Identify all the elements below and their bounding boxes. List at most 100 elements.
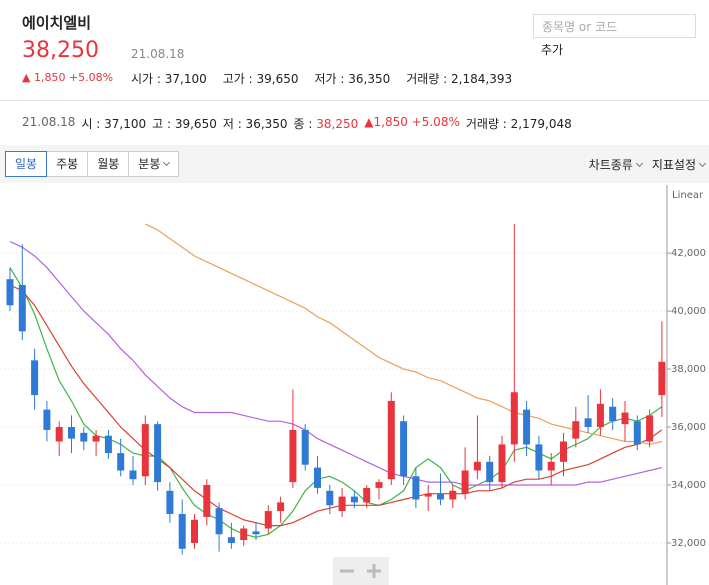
summary-volume: 거래량 : 2,179,048 bbox=[465, 117, 572, 131]
candle-body bbox=[350, 496, 358, 503]
candle-body bbox=[252, 531, 260, 535]
candle-body bbox=[154, 424, 162, 483]
ma-line bbox=[9, 284, 663, 527]
add-button[interactable]: 추가 bbox=[541, 43, 564, 57]
candle-body bbox=[658, 361, 666, 396]
candle-body bbox=[326, 490, 334, 506]
candle-body bbox=[289, 429, 297, 483]
candle-body bbox=[301, 429, 309, 465]
change: ▲ 1,850 +5.08% bbox=[22, 71, 114, 84]
candle-body bbox=[535, 444, 543, 471]
candle-body bbox=[80, 432, 88, 442]
tabs: 일봉 주봉 월봉 분봉 bbox=[5, 151, 180, 177]
candle-body bbox=[437, 493, 444, 500]
menu[interactable]: 지표설정 bbox=[652, 156, 705, 173]
candle-body bbox=[277, 502, 285, 512]
menu[interactable]: 차트종류 bbox=[589, 156, 642, 173]
tab[interactable]: 월봉 bbox=[87, 151, 130, 177]
candle-body bbox=[609, 406, 617, 422]
tab[interactable]: 분봉 bbox=[128, 151, 180, 177]
candle-body bbox=[338, 496, 346, 512]
candle-body bbox=[375, 482, 383, 488]
candle-body bbox=[547, 461, 555, 471]
candle-body bbox=[461, 470, 469, 494]
candle-body bbox=[596, 403, 604, 428]
candle-body bbox=[473, 461, 481, 471]
stat: 시가 : 37,100 bbox=[131, 72, 207, 86]
candle-body bbox=[400, 421, 408, 477]
summary-close: 38,250 bbox=[316, 117, 359, 131]
candle-body bbox=[572, 421, 580, 439]
stats: 시가 : 37,100 고가 : 39,650 저가 : 36,350 거래량 : 2… bbox=[131, 70, 512, 87]
candle-body bbox=[92, 435, 100, 442]
candle-body bbox=[166, 490, 174, 514]
candle-body bbox=[449, 490, 457, 500]
tab-label: 분봉 bbox=[138, 157, 161, 171]
y-tick-label: 36,000 bbox=[671, 422, 706, 433]
tab[interactable]: 일봉 bbox=[5, 151, 48, 177]
candle-body bbox=[498, 444, 506, 483]
stat: 거래량 : 2,184,393 bbox=[406, 72, 513, 86]
candle-body bbox=[314, 467, 321, 488]
summary-close-label: 종 : bbox=[293, 117, 313, 131]
menus: 차트종류 지표설정 bbox=[589, 156, 705, 173]
candle-body bbox=[117, 453, 125, 471]
candle-body bbox=[68, 427, 75, 439]
candle-body bbox=[55, 427, 63, 442]
date: 21.08.18 bbox=[131, 47, 185, 61]
menu-label: 차트종류 bbox=[588, 158, 633, 172]
candle-body bbox=[621, 412, 629, 425]
summary-item: 저 : 36,350 bbox=[222, 117, 288, 131]
chart: Linear 32,000 34,000 36,000 38,000 40,000 42,… bbox=[0, 185, 706, 585]
y-tick-label: 38,000 bbox=[671, 364, 706, 375]
candle-body bbox=[18, 285, 26, 332]
candle-body bbox=[6, 279, 14, 306]
search-input[interactable]: 종목명 or 코드 bbox=[533, 14, 696, 38]
candle-body bbox=[191, 519, 198, 543]
candle-body bbox=[227, 537, 235, 543]
stat: 저가 : 36,350 bbox=[314, 72, 391, 86]
tab[interactable]: 주봉 bbox=[46, 151, 89, 177]
candle-body bbox=[387, 400, 395, 480]
ma-line bbox=[145, 223, 663, 446]
divider bbox=[0, 100, 709, 101]
candle-body bbox=[43, 409, 51, 430]
zoom-controls bbox=[333, 557, 389, 585]
ma-line bbox=[9, 240, 663, 486]
ma-line bbox=[9, 267, 663, 538]
summary-date: 21.08.18 bbox=[22, 115, 76, 129]
stat: 고가 : 39,650 bbox=[222, 72, 299, 86]
candle-body bbox=[633, 421, 641, 445]
y-tick-label: 34,000 bbox=[671, 480, 706, 491]
candle-body bbox=[240, 528, 248, 541]
candle-body bbox=[141, 424, 149, 477]
candle-body bbox=[646, 415, 654, 442]
candle-body bbox=[203, 485, 211, 517]
y-tick-label: 32,000 bbox=[671, 538, 706, 549]
candle-body bbox=[424, 493, 432, 497]
menu-label: 지표설정 bbox=[651, 158, 696, 172]
candle-body bbox=[510, 392, 518, 445]
candle-body bbox=[412, 476, 420, 500]
candle-body bbox=[584, 418, 592, 428]
candle-body bbox=[560, 441, 567, 462]
stock-name: 에이치엘비 bbox=[22, 14, 92, 32]
candle-body bbox=[264, 511, 272, 529]
summary: 21.08.18 시 : 37,100 고 : 39,650 저 : 36,35… bbox=[22, 115, 572, 132]
candle-body bbox=[523, 409, 531, 445]
summary-item: 시 : 37,100 bbox=[81, 117, 147, 131]
y-tick-label: 40,000 bbox=[671, 306, 706, 317]
summary-item: 고 : 39,650 bbox=[152, 117, 217, 131]
candle-body bbox=[129, 470, 137, 480]
summary-change: ▲1,850 +5.08% bbox=[364, 115, 460, 129]
scale-label: Linear bbox=[672, 190, 704, 201]
grid bbox=[0, 252, 667, 544]
candle-body bbox=[215, 508, 223, 535]
y-tick-label: 42,000 bbox=[671, 248, 706, 259]
candle-body bbox=[104, 435, 112, 454]
candle-body bbox=[363, 487, 371, 503]
candle-body bbox=[486, 461, 494, 483]
stock-price: 38,250 bbox=[22, 38, 99, 63]
candle-body bbox=[31, 360, 39, 396]
